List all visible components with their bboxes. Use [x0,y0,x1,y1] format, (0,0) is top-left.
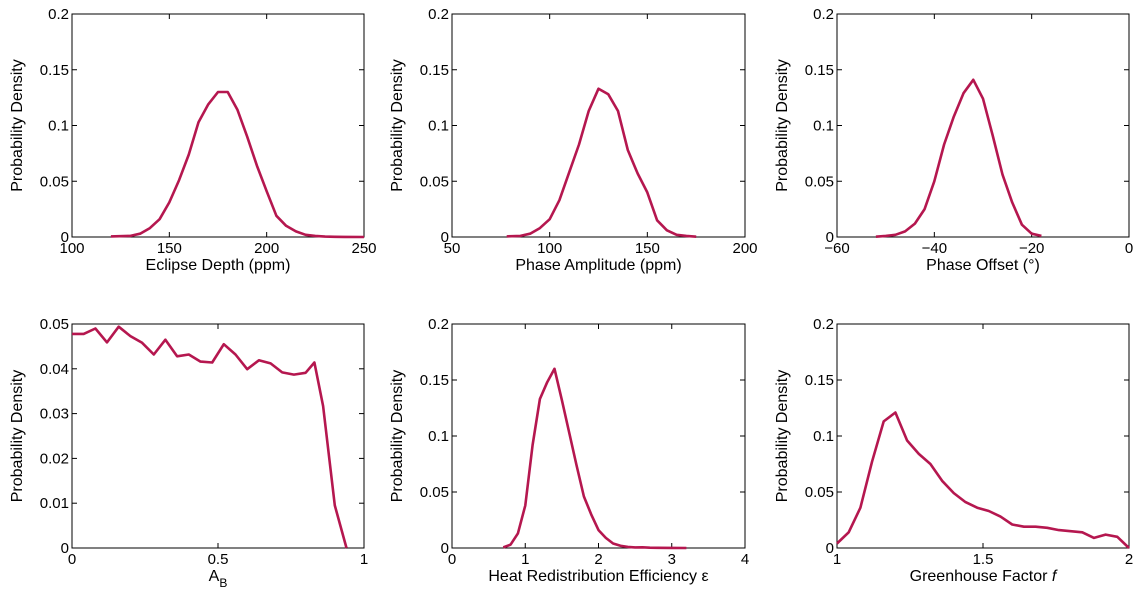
panel-4: 0 0.5 1 0 0.01 0.02 0.03 0.04 0.05 AB Probability … [9,316,368,590]
panel-3: −60 −40 −20 0 0 0.05 0.1 0.15 0.2 Phase Offset (°… [774,6,1133,274]
x-tick-label: 3 [668,551,676,568]
y-tick-label: 0.15 [420,62,449,79]
plot-frame [71,323,365,549]
series-line [875,78,1042,238]
x-tick-label: 50 [444,240,461,257]
y-tick-label: 0.1 [428,428,449,445]
y-tick-label: 0.02 [40,450,69,467]
y-tick-label: 0.05 [805,173,834,190]
y-tick-label: 0.2 [813,316,834,333]
x-tick-label: 1 [360,551,368,568]
x-axis-label-subscript: B [219,576,227,590]
series-line [502,367,687,550]
y-tick-label: 0.2 [48,6,69,23]
x-tick-label: 0 [448,551,456,568]
series-line [72,325,348,549]
panel-5: 0 1 2 3 4 0 0.05 0.1 0.15 0.2 Heat Redistribution … [389,316,749,585]
plot-frame [451,13,746,238]
plot-frame [836,13,1130,238]
series-line [506,87,697,238]
y-axis-label: Probability Density [389,59,406,192]
series-line [836,411,1130,549]
y-tick-label: 0 [441,540,449,557]
y-tick-label: 0.1 [813,118,834,135]
panel-6: 1 1.5 2 0 0.05 0.1 0.15 0.2 Greenhouse Factor f P… [774,316,1133,585]
x-axis-label: Phase Amplitude (ppm) [515,257,681,274]
x-axis-label: Heat Redistribution Efficiency ε [488,568,708,585]
x-tick-label: 200 [732,240,757,257]
y-tick-label: 0.05 [40,173,69,190]
x-axis-label-text: Phase Offset (°) [926,257,1040,274]
x-tick-label: 0 [68,551,76,568]
y-tick-label: 0.15 [805,372,834,389]
plot-frame [451,323,746,549]
x-axis-label-text: Phase Amplitude (ppm) [515,257,681,274]
x-tick-label: 1 [833,551,841,568]
x-tick-label: 0 [1125,240,1133,257]
y-tick-label: 0.1 [48,118,69,135]
y-tick-label: 0.15 [420,372,449,389]
x-tick-label: 2 [1125,551,1133,568]
y-tick-label: 0 [61,229,69,246]
y-tick-label: 0.2 [813,6,834,23]
series-line [110,90,365,239]
y-tick-label: 0.2 [428,6,449,23]
x-axis-label: Greenhouse Factor f [910,568,1058,585]
y-tick-label: 0.1 [813,428,834,445]
x-tick-label: 100 [59,240,84,257]
y-tick-label: 0.15 [805,62,834,79]
x-tick-label: 4 [741,551,749,568]
x-axis-label: Phase Offset (°) [926,257,1040,274]
panel-1: 100 150 200 250 0 0.05 0.1 0.15 0.2 Eclipse Depth… [9,6,377,274]
x-tick-label: −40 [922,240,947,257]
y-tick-label: 0.05 [40,316,69,333]
y-tick-label: 0.1 [428,118,449,135]
x-tick-label: 150 [635,240,660,257]
y-tick-label: 0.2 [428,316,449,333]
x-tick-label: 2 [594,551,602,568]
x-axis-label: Eclipse Depth (ppm) [146,257,291,274]
x-tick-label: 1 [521,551,529,568]
y-tick-label: 0.03 [40,406,69,423]
y-tick-label: 0.01 [40,495,69,512]
x-axis-label: AB [209,568,228,590]
y-tick-label: 0 [61,540,69,557]
x-axis-label-text: Eclipse Depth (ppm) [146,257,291,274]
x-tick-label: 250 [351,240,376,257]
x-tick-label: 1.5 [973,551,994,568]
plot-frame [71,13,365,238]
y-tick-label: 0.05 [420,484,449,501]
y-tick-label: 0.05 [805,484,834,501]
x-tick-label: 0.5 [208,551,229,568]
x-axis-label-italic: f [1047,568,1057,585]
panel-2: 50 100 150 200 0 0.05 0.1 0.15 0.2 Phase Amplitud… [389,6,758,274]
x-axis-label-text: A [209,568,220,585]
x-tick-label: 100 [537,240,562,257]
y-axis-label: Probability Density [774,59,791,192]
x-tick-label: −20 [1019,240,1044,257]
y-axis-label: Probability Density [9,370,26,503]
y-tick-label: 0.04 [40,361,69,378]
y-tick-label: 0.15 [40,62,69,79]
x-axis-label-text: Heat Redistribution Efficiency ε [488,568,708,585]
y-tick-label: 0 [826,229,834,246]
x-tick-label: 200 [254,240,279,257]
y-tick-label: 0 [441,229,449,246]
x-axis-label-text: Greenhouse Factor [910,568,1049,585]
y-tick-label: 0.05 [420,173,449,190]
x-tick-label: −60 [824,240,849,257]
y-tick-label: 0 [826,540,834,557]
y-axis-label: Probability Density [774,370,791,503]
y-axis-label: Probability Density [9,59,26,192]
y-axis-label: Probability Density [389,370,406,503]
x-tick-label: 150 [157,240,182,257]
